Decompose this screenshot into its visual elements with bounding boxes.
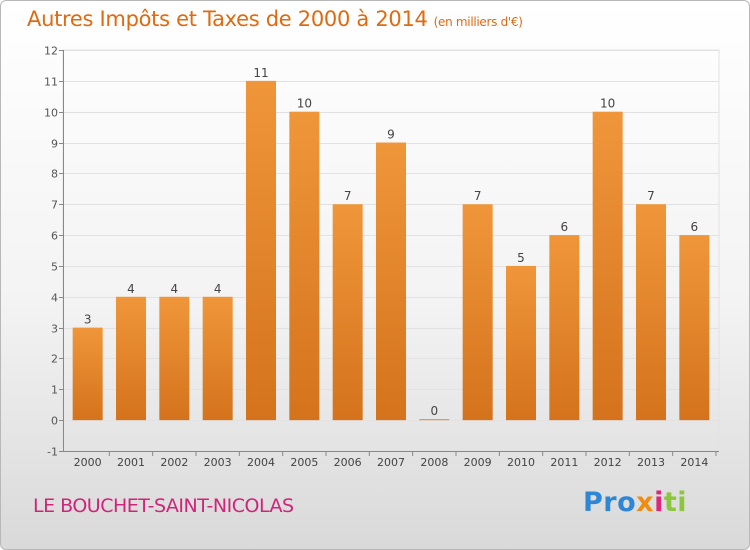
commune-name: LE BOUCHET-SAINT-NICOLAS [33,495,294,517]
logo-part: i [654,487,664,518]
bar [202,296,233,421]
logo-part: x [636,487,655,518]
bars [72,80,710,421]
x-tick-label: 2014 [680,456,708,469]
y-tick-label: 0 [51,415,58,428]
x-tick-label: 2003 [204,456,232,469]
logo-part: Pro [583,487,637,518]
data-label: 3 [84,313,92,327]
bar [159,296,190,421]
y-tick-label: -1 [47,446,58,459]
data-label: 7 [647,189,655,203]
bar [116,296,146,421]
bar [462,204,493,421]
x-axis: 2000 2001 2002 2003 2004 2005 2006 2007 2008 2009… [63,451,719,469]
x-tick-label: 2012 [594,456,622,469]
data-label: 7 [474,189,482,203]
data-label: 10 [600,97,615,111]
chart-title-text: Autres Impôts et Taxes de 2000 à 2014 [27,7,428,31]
y-tick-label: 5 [51,261,58,274]
data-label: 6 [691,220,699,234]
bar [289,111,320,421]
y-tick-label: 9 [51,138,58,151]
x-tick-label: 2009 [464,456,492,469]
bar [506,265,536,421]
logo-part: ti [663,487,688,518]
data-label: 7 [344,189,352,203]
bar [679,235,710,421]
data-label: 5 [517,251,525,265]
data-label: 4 [214,282,222,296]
chart-title: Autres Impôts et Taxes de 2000 à 2014 (en… [27,7,523,31]
data-label: 9 [387,128,395,142]
proxiti-logo[interactable]: Proxiti [583,487,687,518]
x-tick-label: 2005 [290,456,318,469]
x-tick-label: 2010 [507,456,535,469]
y-tick-label: 8 [51,168,58,181]
x-tick-label: 2001 [117,456,145,469]
y-tick-label: 7 [51,199,58,212]
y-tick-label: 12 [44,45,58,58]
x-tick-label: 2011 [550,456,578,469]
bar [636,204,666,421]
x-tick-label: 2000 [74,456,102,469]
data-label: 11 [253,66,268,80]
data-label: 6 [561,220,569,234]
x-tick-label: 2008 [420,456,448,469]
bar [592,111,623,421]
y-tick-label: 1 [51,384,58,397]
data-label: 4 [127,282,135,296]
data-label: 4 [171,282,179,296]
x-tick-label: 2004 [247,456,275,469]
x-tick-label: 2006 [334,456,362,469]
y-tick-label: 10 [44,107,58,120]
bar [376,142,406,421]
bar [332,204,363,421]
bar [549,235,580,421]
bar [419,419,450,421]
data-label: 0 [431,404,439,418]
y-tick-label: 6 [51,230,58,243]
bar [246,80,276,421]
y-tick-label: 11 [44,76,58,89]
y-tick-label: 4 [51,292,58,305]
x-tick-label: 2013 [637,456,665,469]
x-tick-label: 2007 [377,456,405,469]
data-label: 10 [297,97,312,111]
x-tick-label: 2002 [160,456,188,469]
y-tick-label: 2 [51,353,58,366]
data-labels: 3 4 4 4 11 10 7 9 0 7 5 6 10 7 6 [84,66,698,418]
bar [72,327,103,421]
y-tick-label: 3 [51,323,58,336]
chart-subtitle: (en milliers d'€) [433,15,523,29]
